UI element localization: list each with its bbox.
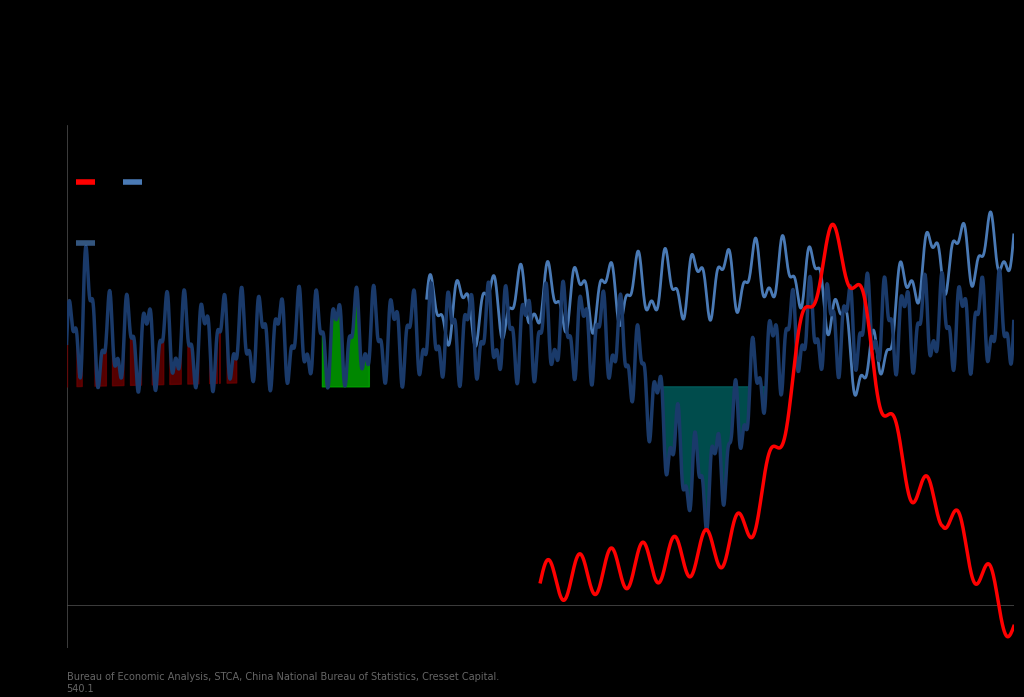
Text: Residential Housing Expenditures as % GDP: Residential Housing Expenditures as % GD… [92, 57, 550, 77]
Text: Bureau of Economic Analysis, STCA, China National Bureau of Statistics, Cresset : Bureau of Economic Analysis, STCA, China… [67, 672, 499, 694]
